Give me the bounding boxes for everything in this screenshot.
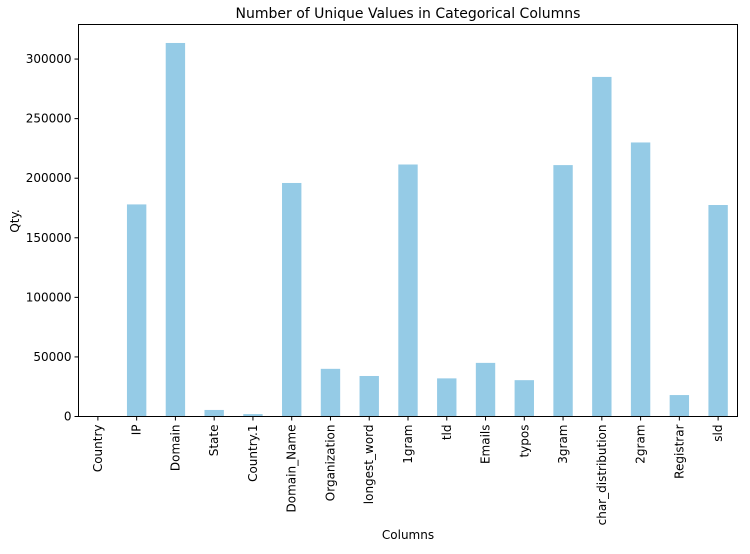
x-ticks-group: Country IP Domain State Country.1 Domain_Name… — [91, 416, 725, 526]
bar-state — [204, 409, 224, 417]
y-tick-label: 0 — [64, 410, 72, 424]
bar-longest-word — [359, 375, 379, 417]
bars-group — [88, 42, 728, 417]
x-tick-label: sld — [711, 425, 725, 442]
y-tick-label: 100000 — [26, 290, 72, 304]
bar-char-distribution — [592, 76, 612, 417]
bar-organization — [320, 368, 341, 417]
bar-typos — [514, 380, 534, 417]
x-tick-label: 3gram — [556, 425, 570, 464]
x-tick-label: Domain_Name — [285, 425, 299, 513]
bar-3gram — [553, 165, 573, 417]
plot-frame — [78, 24, 738, 417]
x-tick-label: Domain — [168, 425, 182, 472]
bar-domain-name — [282, 182, 302, 417]
bar-registrar — [669, 395, 690, 417]
x-tick-label: tld — [440, 425, 454, 441]
y-axis-label: Qty. — [8, 209, 22, 232]
y-tick-label: 300000 — [26, 52, 72, 66]
bar-1gram — [398, 164, 418, 417]
y-ticks-group: 0 50000 100000 150000 200000 250000 300000 — [26, 52, 79, 424]
y-tick-label: 250000 — [26, 112, 72, 126]
x-tick-label: typos — [517, 425, 531, 458]
x-tick-label: IP — [130, 425, 144, 436]
chart-title: Number of Unique Values in Categorical C… — [236, 6, 581, 22]
x-tick-label: 1gram — [401, 425, 415, 464]
x-tick-label: longest_word — [362, 425, 376, 505]
x-tick-label: 2gram — [634, 425, 648, 464]
y-tick-label: 200000 — [26, 171, 72, 185]
x-axis-label: Columns — [382, 528, 434, 542]
x-tick-label: Emails — [479, 425, 493, 465]
bar-emails — [475, 362, 496, 417]
x-tick-label: Organization — [323, 425, 337, 502]
x-tick-label: char_distribution — [595, 425, 609, 526]
y-tick-label: 150000 — [26, 231, 72, 245]
x-tick-label: Country — [91, 425, 105, 473]
bar-tld — [437, 378, 457, 417]
x-tick-label: State — [207, 425, 221, 457]
x-tick-label: Country.1 — [246, 425, 260, 482]
bar-2gram — [630, 142, 651, 417]
bar-sld — [708, 205, 728, 417]
x-tick-label: Registrar — [672, 424, 686, 478]
bar-country-1 — [243, 414, 263, 417]
bar-domain — [165, 42, 186, 417]
bar-ip — [126, 204, 147, 417]
y-tick-label: 50000 — [33, 350, 71, 364]
